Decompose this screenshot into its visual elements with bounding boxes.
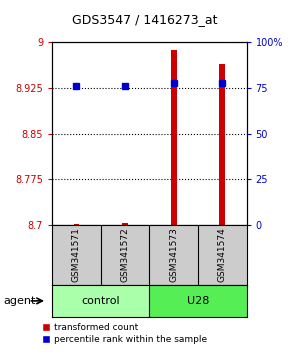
Bar [122,223,128,225]
Text: control: control [81,296,120,306]
Bar [74,224,79,225]
Text: agent: agent [3,296,35,306]
Bar [149,285,246,317]
Text: GSM341574: GSM341574 [218,228,227,282]
Legend: transformed count, percentile rank within the sample: transformed count, percentile rank withi… [42,323,207,344]
Text: GSM341572: GSM341572 [121,228,130,282]
Text: U28: U28 [187,296,209,306]
Bar [219,64,225,225]
Text: GDS3547 / 1416273_at: GDS3547 / 1416273_at [72,13,218,26]
Text: GSM341573: GSM341573 [169,227,178,282]
Bar [171,50,177,225]
Text: GSM341571: GSM341571 [72,227,81,282]
